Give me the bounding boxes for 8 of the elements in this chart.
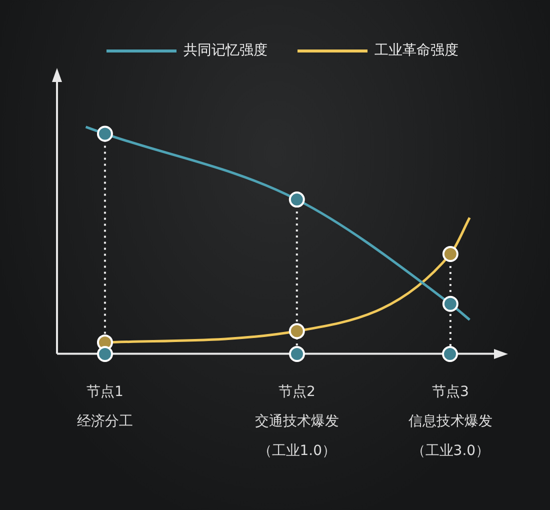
legend-label: 共同记忆强度 bbox=[184, 42, 268, 59]
point bbox=[288, 192, 305, 208]
x-tick-label: 节点3 信息技术爆发（工业3.0） bbox=[408, 384, 492, 459]
x-tick-label: 节点1 经济分工 bbox=[76, 384, 133, 430]
x-tick-label: 节点2 交通技术爆发（工业1.0） bbox=[254, 384, 339, 459]
legend-label: 工业革命强度 bbox=[374, 42, 458, 59]
point bbox=[96, 126, 113, 142]
point bbox=[442, 296, 458, 312]
